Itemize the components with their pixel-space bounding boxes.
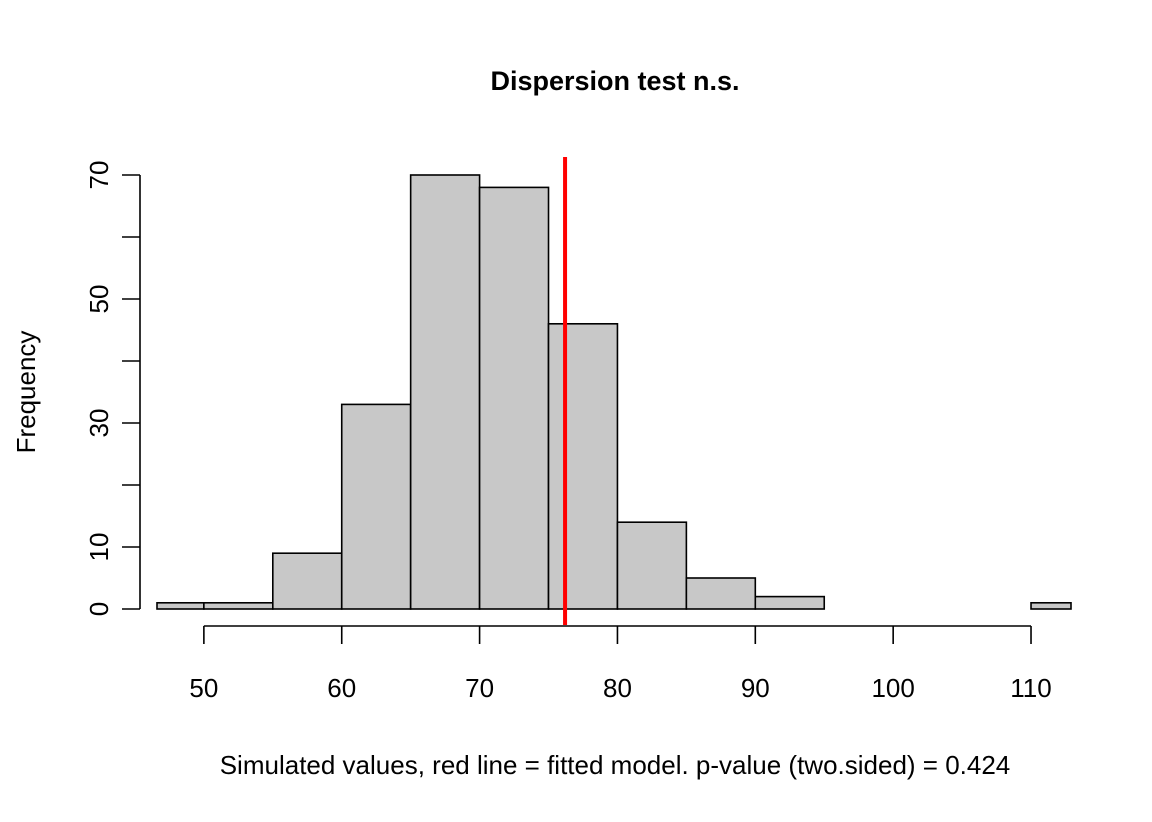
histogram-bar-13: [1030, 601, 1072, 610]
y-tick-label-50: 50: [84, 285, 114, 314]
histogram-bar-6: [547, 322, 619, 610]
y-tick-label-30: 30: [84, 409, 114, 438]
y-tick-label-0: 0: [84, 602, 114, 616]
chart-title: Dispersion test n.s.: [490, 66, 739, 96]
histogram-bar-8: [685, 577, 757, 610]
histogram-bar-4: [409, 174, 481, 610]
histogram-bars: [156, 174, 1072, 610]
x-tick-label-70: 70: [465, 673, 494, 703]
x-tick-label-110: 110: [1010, 673, 1051, 703]
y-axis: 0 10 30 50 70: [84, 161, 141, 616]
y-tick-label-70: 70: [84, 161, 114, 190]
x-tick-label-90: 90: [741, 673, 770, 703]
histogram-bar-7: [616, 521, 688, 610]
y-tick-label-10: 10: [84, 533, 114, 562]
x-axis-label: Simulated values, red line = fitted mode…: [220, 750, 1011, 780]
x-tick-label-50: 50: [189, 673, 218, 703]
histogram-bar-5: [478, 186, 550, 610]
x-tick-label-100: 100: [871, 673, 914, 703]
histogram-bar-2: [272, 552, 343, 610]
histogram-bar-1: [203, 601, 274, 610]
y-axis-label: Frequency: [11, 331, 41, 454]
histogram-bar-3: [340, 403, 412, 610]
histogram-bar-0: [156, 601, 205, 610]
histogram-bar-9: [754, 595, 826, 610]
x-axis: 50 60 70 80 90 100 110: [189, 625, 1052, 703]
x-tick-label-60: 60: [327, 673, 356, 703]
x-tick-label-80: 80: [603, 673, 632, 703]
